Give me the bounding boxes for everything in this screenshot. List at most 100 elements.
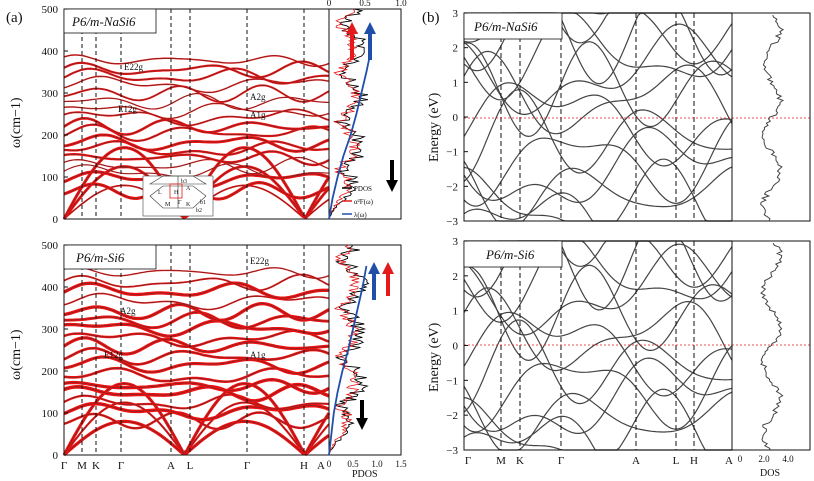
kpath-label: A	[725, 455, 733, 467]
pdos-bottom-curves	[328, 244, 370, 456]
pdos-top-xticks: 0 0.5 1.0	[327, 0, 407, 8]
ytick-label: 0	[453, 341, 459, 353]
kpath-label: A	[167, 460, 175, 472]
kpath-label: L	[187, 460, 194, 472]
kpath-label: K	[92, 460, 100, 472]
pdos-top-curves	[328, 8, 372, 220]
pdos-xtick-label: 1.0	[395, 0, 407, 8]
phonon-bottom-annot-a1g: A1g	[250, 350, 266, 360]
svg-text:K: K	[186, 202, 191, 208]
band-line	[463, 240, 733, 323]
phonon-top-title-box	[63, 8, 157, 34]
phonon-bottom-annot-e12g: E12g	[104, 350, 123, 360]
band-line	[463, 287, 733, 372]
dos-bottom-xticks: 0 2.0 4.0	[738, 454, 794, 464]
ytick-label: 1	[453, 77, 459, 89]
pdos-xtick-label: 0.5	[359, 0, 371, 8]
a2f-trace	[328, 244, 360, 456]
panel-label-b: (b)	[422, 10, 440, 26]
band-bottom-title-box	[463, 240, 563, 268]
band-bottom-yticks: 3 2 1 0 −1 −2 −3	[446, 236, 468, 457]
svg-text:A: A	[186, 186, 191, 192]
phonon-branch-line	[63, 383, 330, 456]
phonon-branch-line	[63, 157, 330, 175]
pdos-bottom-frame	[328, 244, 402, 456]
band-line	[463, 160, 733, 222]
a2f-trace	[328, 8, 362, 220]
svg-text:b1: b1	[200, 200, 206, 206]
ytick-label: 200	[42, 366, 59, 378]
svg-text:b3: b3	[181, 179, 187, 185]
band-line	[463, 126, 733, 204]
band-line	[463, 357, 733, 434]
svg-text:PDOS: PDOS	[354, 185, 372, 193]
band-line	[463, 311, 733, 397]
kpath-label: Γ	[61, 460, 67, 472]
ytick-label: −1	[446, 147, 458, 159]
phonon-branch	[63, 393, 330, 410]
phonon-branch-line	[63, 274, 330, 291]
phonon-branch-line	[63, 320, 330, 337]
phonon-branch-line	[63, 103, 330, 119]
kpath-label: M	[77, 460, 87, 472]
band-top-title: P6/m-NaSi6	[473, 19, 538, 34]
band-line	[463, 119, 733, 207]
ytick-label: 400	[42, 282, 59, 294]
phonon-branch-line	[63, 337, 330, 355]
svg-text:M: M	[165, 202, 171, 208]
phonon-top-yticks: 0 100 200 300 400 500	[42, 4, 68, 226]
band-top-ylabel: Energy (eV)	[427, 92, 442, 162]
band-line	[463, 345, 733, 433]
pdos-bottom-xticks: 0 0.5 1.0 1.5	[327, 459, 407, 469]
phonon-branch-line	[63, 68, 330, 84]
phonon-branch-line	[63, 347, 330, 365]
pdos-bottom-arrows	[356, 262, 394, 430]
phonon-top-title: P6/m-NaSi6	[71, 14, 136, 29]
phonon-top-annot-a1g: A1g	[250, 110, 266, 120]
ytick-label: 500	[42, 240, 59, 252]
brillouin-zone-inset: b3 A L H Γ K M b1 b2	[142, 175, 214, 217]
ytick-label: 500	[42, 4, 59, 16]
phonon-branch	[63, 92, 330, 111]
svg-text:λ(ω): λ(ω)	[354, 211, 367, 219]
phonon-top-dispersion	[62, 54, 331, 220]
phonon-branch-line	[63, 61, 330, 78]
band-line	[463, 264, 733, 362]
pdos-trace	[328, 244, 370, 456]
band-line	[463, 50, 733, 135]
pdos-top-frame	[328, 8, 402, 220]
phonon-branch-line	[63, 140, 330, 156]
phonon-top-annot-e22g: E22g	[124, 62, 143, 72]
dos-xtick-label: 2.0	[758, 454, 770, 464]
phonon-branch-line	[63, 394, 330, 410]
pdos-xtick-label: 0	[327, 459, 332, 469]
kpath-label: H	[300, 460, 308, 472]
dos-top-curve	[760, 14, 785, 222]
pdos-top-panel: 0 0.5 1.0 PDOS α²F(ω) λ(ω)	[327, 0, 407, 220]
pdos-bottom-xlabel: PDOS	[352, 469, 378, 480]
kpath-label: Γ	[558, 455, 564, 467]
ytick-label: −3	[446, 216, 458, 228]
ytick-label: −3	[446, 445, 458, 457]
phonon-branch-line	[63, 356, 330, 374]
ytick-label: 2	[453, 271, 459, 283]
band-bottom-title: P6/m-Si6	[485, 247, 535, 262]
phonon-bottom-title-box	[63, 244, 157, 270]
phonon-top-panel: P6/m-NaSi6 0 100 200 300 400 500 ω(cm−1) E22g…	[9, 0, 407, 226]
band-line	[463, 41, 733, 138]
pdos-xtick-label: 1.5	[395, 459, 407, 469]
phonon-branch-line	[63, 84, 330, 103]
ytick-label: −2	[446, 410, 458, 422]
dos-trace	[760, 14, 785, 222]
phonon-branch-line	[63, 117, 330, 135]
dos-xtick-label: 4.0	[782, 454, 794, 464]
phonon-bottom-annot-a2g: A2g	[120, 306, 136, 316]
phonon-branch-line	[63, 93, 330, 110]
kpath-label: A	[632, 455, 640, 467]
band-line	[463, 388, 732, 451]
